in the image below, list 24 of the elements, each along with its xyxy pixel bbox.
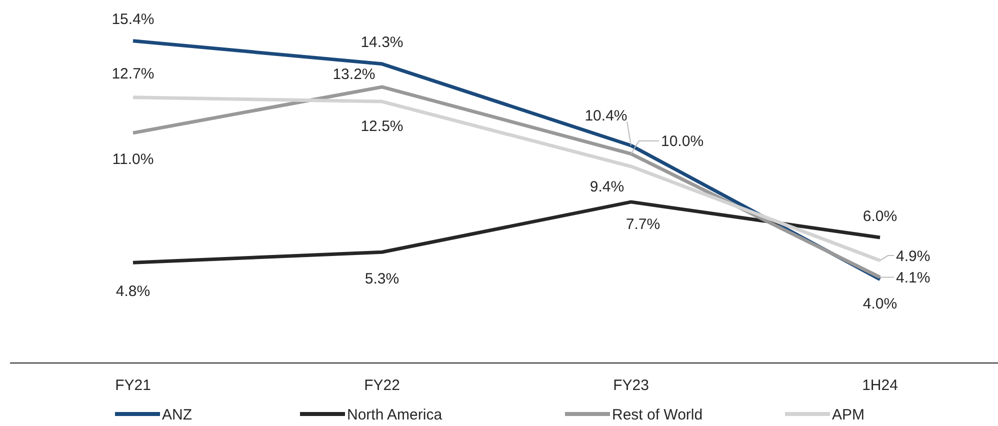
data-label: 12.5%	[360, 118, 404, 135]
data-label: 4.9%	[896, 248, 930, 265]
data-label: 5.3%	[364, 270, 400, 288]
data-label: 7.7%	[626, 216, 660, 234]
data-label: 13.2%	[332, 66, 376, 84]
data-label: 14.3%	[360, 34, 404, 52]
x-tick-label: 1H24	[862, 377, 898, 394]
data-label: 10.0%	[661, 133, 704, 150]
data-label: 4.0%	[862, 296, 898, 313]
legend-label: Rest of World	[612, 406, 703, 424]
data-label: 4.1%	[896, 270, 930, 286]
data-label: 10.4%	[584, 108, 628, 125]
data-label: 11.0%	[112, 151, 154, 168]
data-label: 9.4%	[590, 178, 624, 196]
x-tick-label: FY22	[364, 377, 400, 394]
x-tick-label: FY21	[115, 377, 151, 394]
legend-label: ANZ	[162, 406, 192, 424]
data-label: 12.7%	[112, 66, 154, 83]
legend-label: APM	[832, 406, 865, 424]
legend-label: North America	[347, 406, 443, 424]
data-label: 15.4%	[112, 11, 154, 28]
data-label: 4.8%	[116, 282, 150, 300]
data-label: 6.0%	[862, 208, 898, 225]
x-tick-label: FY23	[613, 377, 649, 394]
